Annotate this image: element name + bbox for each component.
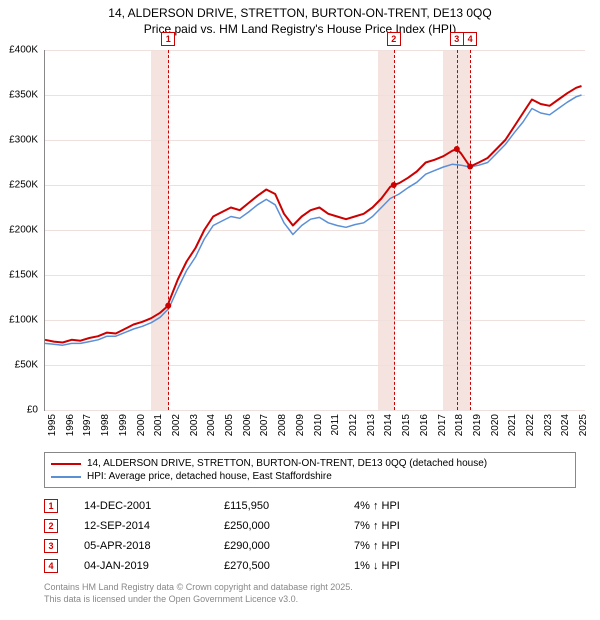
y-axis-label: £0 [27, 405, 38, 416]
x-axis-label: 2021 [507, 414, 518, 436]
sales-table: 1 14-DEC-2001£115,9504% ↑ HPI 2 12-SEP-2014… [44, 496, 576, 576]
sale-price: £270,500 [224, 560, 354, 572]
x-axis-label: 2010 [313, 414, 324, 436]
x-axis-label: 2017 [437, 414, 448, 436]
x-axis-label: 2000 [136, 414, 147, 436]
sale-price: £250,000 [224, 520, 354, 532]
sale-date: 14-DEC-2001 [84, 500, 224, 512]
legend-swatch-1 [51, 463, 81, 465]
sales-row: 3 05-APR-2018£290,0007% ↑ HPI [44, 536, 576, 556]
sale-marker-box: 2 [44, 519, 58, 533]
sale-pct: 7% ↑ HPI [354, 520, 474, 532]
sale-price: £290,000 [224, 540, 354, 552]
x-axis-label: 2025 [578, 414, 589, 436]
sale-pct: 7% ↑ HPI [354, 540, 474, 552]
x-axis-label: 2018 [454, 414, 465, 436]
x-axis-label: 2011 [330, 414, 341, 436]
y-axis-label: £150K [9, 270, 38, 281]
sale-marker-box: 1 [44, 499, 58, 513]
x-axis-label: 2022 [525, 414, 536, 436]
marker-line [394, 50, 395, 410]
x-axis-label: 2001 [153, 414, 164, 436]
x-axis-label: 2004 [206, 414, 217, 436]
sale-pct: 4% ↑ HPI [354, 500, 474, 512]
chart-svg [45, 50, 585, 410]
footer-line-2: This data is licensed under the Open Gov… [44, 594, 353, 606]
sale-pct: 1% ↓ HPI [354, 560, 474, 572]
legend-row-2: HPI: Average price, detached house, East… [51, 470, 569, 483]
sale-date: 05-APR-2018 [84, 540, 224, 552]
x-axis-label: 2020 [490, 414, 501, 436]
y-axis-label: £300K [9, 135, 38, 146]
chart-plot: 1234 [44, 50, 585, 411]
x-axis-label: 2019 [472, 414, 483, 436]
title-line-2: Price paid vs. HM Land Registry's House … [0, 22, 600, 36]
legend-row-1: 14, ALDERSON DRIVE, STRETTON, BURTON-ON-… [51, 457, 569, 470]
legend: 14, ALDERSON DRIVE, STRETTON, BURTON-ON-… [44, 452, 576, 488]
y-axis-label: £100K [9, 315, 38, 326]
x-axis-label: 1999 [118, 414, 129, 436]
marker-box: 3 [450, 32, 464, 46]
x-axis-label: 2015 [401, 414, 412, 436]
series-line [45, 95, 582, 345]
x-axis-label: 1996 [65, 414, 76, 436]
y-axis-label: £50K [15, 360, 38, 371]
legend-label-2: HPI: Average price, detached house, East… [87, 471, 332, 482]
x-axis-label: 2006 [242, 414, 253, 436]
sale-price: £115,950 [224, 500, 354, 512]
sale-marker-box: 4 [44, 559, 58, 573]
y-axis-label: £250K [9, 180, 38, 191]
sale-date: 04-JAN-2019 [84, 560, 224, 572]
sales-row: 1 14-DEC-2001£115,9504% ↑ HPI [44, 496, 576, 516]
gridline [45, 410, 585, 411]
y-axis-label: £200K [9, 225, 38, 236]
footer-line-1: Contains HM Land Registry data © Crown c… [44, 582, 353, 594]
marker-box: 1 [161, 32, 175, 46]
x-axis-label: 2024 [560, 414, 571, 436]
x-axis-label: 2005 [224, 414, 235, 436]
x-axis-label: 2009 [295, 414, 306, 436]
x-axis-label: 2003 [189, 414, 200, 436]
sales-row: 4 04-JAN-2019£270,5001% ↓ HPI [44, 556, 576, 576]
y-axis-label: £400K [9, 45, 38, 56]
marker-line [457, 50, 458, 410]
x-axis-label: 1997 [82, 414, 93, 436]
chart-area: 1234 £0£50K£100K£150K£200K£250K£300K£350… [44, 50, 584, 410]
x-axis-label: 2012 [348, 414, 359, 436]
marker-box: 4 [463, 32, 477, 46]
x-axis-label: 1998 [100, 414, 111, 436]
sales-row: 2 12-SEP-2014£250,0007% ↑ HPI [44, 516, 576, 536]
title-line-1: 14, ALDERSON DRIVE, STRETTON, BURTON-ON-… [0, 6, 600, 20]
x-axis-label: 2023 [543, 414, 554, 436]
series-line [45, 86, 582, 343]
x-axis-label: 1995 [47, 414, 58, 436]
marker-line [470, 50, 471, 410]
y-axis-label: £350K [9, 90, 38, 101]
chart-title: 14, ALDERSON DRIVE, STRETTON, BURTON-ON-… [0, 0, 600, 36]
footer: Contains HM Land Registry data © Crown c… [44, 582, 353, 605]
x-axis-label: 2013 [366, 414, 377, 436]
x-axis-label: 2016 [419, 414, 430, 436]
marker-line [168, 50, 169, 410]
sale-date: 12-SEP-2014 [84, 520, 224, 532]
x-axis-label: 2014 [383, 414, 394, 436]
x-axis-label: 2002 [171, 414, 182, 436]
x-axis-label: 2008 [277, 414, 288, 436]
sale-marker-box: 3 [44, 539, 58, 553]
marker-box: 2 [387, 32, 401, 46]
legend-label-1: 14, ALDERSON DRIVE, STRETTON, BURTON-ON-… [87, 458, 487, 469]
x-axis-label: 2007 [259, 414, 270, 436]
legend-swatch-2 [51, 476, 81, 478]
